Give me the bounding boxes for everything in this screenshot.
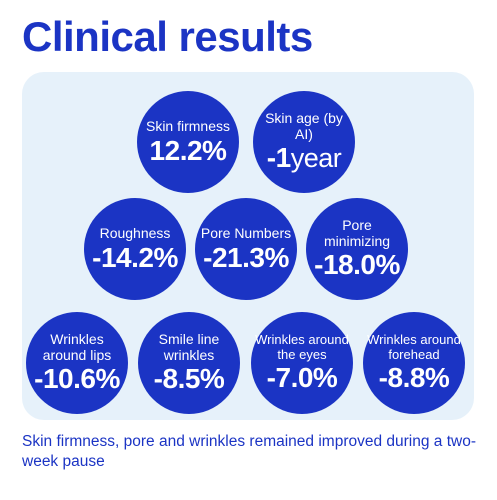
metric-label: Pore minimizing: [323, 217, 391, 249]
metric-value: -8.8%: [378, 362, 450, 394]
metric-pore-numbers: Pore Numbers -21.3%: [195, 198, 297, 300]
metric-label: Wrinkles around forehead: [367, 332, 461, 362]
metric-wrinkles-lips: Wrinkles around lips -10.6%: [26, 312, 128, 414]
metric-value: -14.2%: [92, 241, 178, 273]
metric-label: Smile line wrinkles: [158, 331, 220, 363]
metric-value: -18.0%: [314, 249, 400, 281]
metric-label: Pore Numbers: [200, 224, 292, 241]
metric-value: -21.3%: [203, 241, 289, 273]
metric-label: Wrinkles around the eyes: [255, 332, 349, 362]
metric-skin-age: Skin age (by AI) -1year: [253, 91, 355, 193]
metric-skin-firmness: Skin firmness 12.2%: [137, 91, 239, 193]
metric-wrinkles-forehead: Wrinkles around forehead -8.8%: [363, 312, 465, 414]
metric-number: -1: [266, 142, 291, 174]
metric-value: 12.2%: [149, 134, 227, 166]
metric-label: Roughness: [99, 224, 171, 241]
metric-label: Skin age (by AI): [265, 110, 343, 142]
metric-label: Skin firmness: [145, 117, 231, 134]
metric-label: Wrinkles around lips: [42, 331, 112, 363]
metric-value: -1year: [266, 142, 342, 174]
metric-value: -10.6%: [34, 363, 120, 395]
metric-pore-minimizing: Pore minimizing -18.0%: [306, 198, 408, 300]
metric-smile-line-wrinkles: Smile line wrinkles -8.5%: [138, 312, 240, 414]
metric-value: -8.5%: [153, 363, 225, 395]
footer-note: Skin firmness, pore and wrinkles remaine…: [22, 433, 477, 471]
metric-wrinkles-eyes: Wrinkles around the eyes -7.0%: [251, 312, 353, 414]
metric-unit: year: [290, 143, 342, 174]
metric-roughness: Roughness -14.2%: [84, 198, 186, 300]
metric-value: -7.0%: [266, 362, 338, 394]
page-title: Clinical results: [22, 13, 313, 60]
